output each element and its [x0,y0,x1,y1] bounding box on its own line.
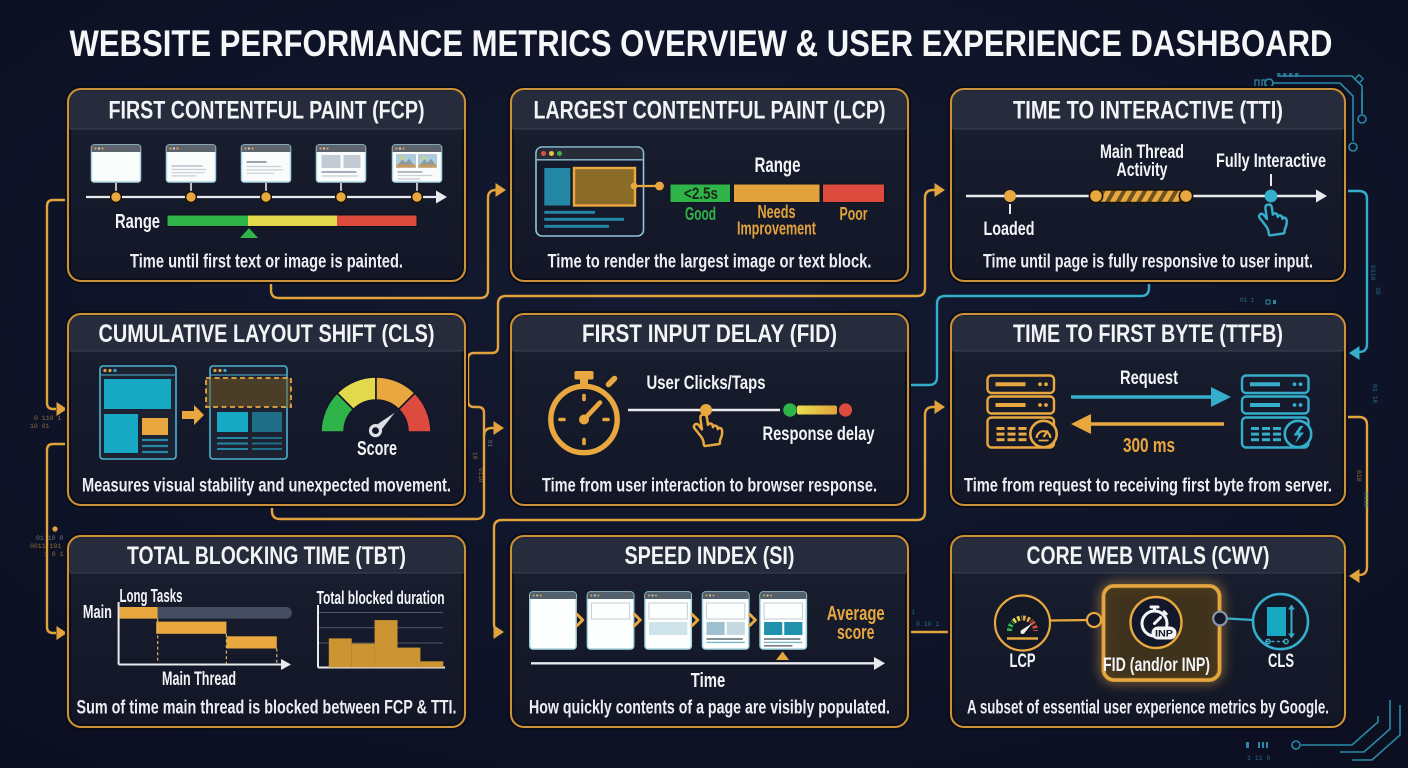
svg-text:TOTAL BLOCKING TIME (TBT): TOTAL BLOCKING TIME (TBT) [127,542,406,570]
svg-text:Good: Good [685,204,716,224]
svg-text:FID (and/or INP): FID (and/or INP) [1103,654,1210,676]
svg-text:SPEED INDEX (SI): SPEED INDEX (SI) [625,542,795,570]
svg-text:Improvement: Improvement [737,219,816,239]
svg-text:0 10 1: 0 10 1 [916,621,940,628]
svg-text:Time until page is fully respo: Time until page is fully responsive to u… [983,251,1313,273]
svg-text:FIRST INPUT DELAY (FID): FIRST INPUT DELAY (FID) [582,320,837,348]
svg-text:300 ms: 300 ms [1123,434,1175,457]
svg-text:Fully Interactive: Fully Interactive [1216,150,1326,172]
svg-text:User Clicks/Taps: User Clicks/Taps [647,372,766,394]
svg-text:<2.5s: <2.5s [684,184,718,203]
svg-text:Average: Average [827,602,885,625]
svg-text:Total blocked duration: Total blocked duration [317,587,445,608]
svg-text:10: 10 [471,452,478,460]
svg-text:1 0 1: 1 0 1 [44,551,64,558]
svg-text:INP: INP [1155,629,1174,640]
svg-text:CLS: CLS [1268,650,1294,672]
svg-text:Time from request to receiving: Time from request to receiving first byt… [964,475,1332,497]
svg-text:0110: 0110 [477,468,484,483]
svg-text:CORE WEB VITALS (CWV): CORE WEB VITALS (CWV) [1027,542,1270,570]
svg-text:Poor: Poor [840,204,868,224]
svg-text:Time to render the largest ima: Time to render the largest image or text… [548,251,872,273]
svg-text:TIME TO FIRST BYTE (TTFB): TIME TO FIRST BYTE (TTFB) [1013,320,1283,348]
svg-text:1 11 0: 1 11 0 [1247,755,1271,762]
svg-text:Main: Main [83,601,112,622]
svg-text:01: 01 [486,440,493,448]
svg-text:score: score [837,621,875,644]
svg-text:01 1: 01 1 [1240,297,1255,304]
svg-text:Main Thread: Main Thread [1100,141,1184,163]
svg-text:Long Tasks: Long Tasks [120,585,183,606]
svg-text:Time: Time [691,669,726,692]
svg-text:10 01: 10 01 [30,423,50,430]
svg-text:Time until first text or image: Time until first text or image is painte… [130,251,403,273]
svg-text:How quickly contents of a page: How quickly contents of a page are visib… [529,697,890,719]
svg-text:FIRST CONTENTFUL PAINT (FCP): FIRST CONTENTFUL PAINT (FCP) [109,97,425,125]
svg-text:Needs: Needs [758,202,796,222]
svg-text:Measures visual stability and: Measures visual stability and unexpected… [82,475,451,497]
svg-text:Loaded: Loaded [984,218,1035,240]
svg-text:0 110 1: 0 110 1 [34,415,61,422]
svg-text:0110: 0110 [1369,265,1376,281]
svg-text:A subset of essential user exp: A subset of essential user experience me… [967,697,1329,719]
svg-text:Request: Request [1120,367,1178,389]
svg-text:LARGEST CONTENTFUL PAINT (LCP): LARGEST CONTENTFUL PAINT (LCP) [534,97,886,125]
svg-text:Main Thread: Main Thread [162,668,236,690]
svg-text:Range: Range [115,210,160,233]
svg-text:01 10 0: 01 10 0 [36,535,63,542]
svg-text:Sum of time main thread is blo: Sum of time main thread is blocked betwe… [77,697,457,719]
svg-text:Activity: Activity [1117,159,1168,181]
svg-text:0011 101: 0011 101 [30,543,61,550]
svg-text:TIME TO INTERACTIVE (TTI): TIME TO INTERACTIVE (TTI) [1013,97,1283,125]
svg-text:10: 10 [1374,287,1381,295]
svg-text:01 10: 01 10 [1371,384,1378,404]
svg-text:0110: 0110 [1362,492,1369,508]
svg-text:010: 010 [1355,470,1362,482]
svg-text:WEBSITE PERFORMANCE METRICS OV: WEBSITE PERFORMANCE METRICS OVERVIEW & U… [70,23,1333,64]
svg-text:CUMULATIVE LAYOUT SHIFT (CLS): CUMULATIVE LAYOUT SHIFT (CLS) [99,320,435,348]
svg-text:LCP: LCP [1010,650,1036,672]
svg-text:Response delay: Response delay [763,423,875,445]
svg-text:Range: Range [755,154,801,177]
svg-text:Time from user interaction to: Time from user interaction to browser re… [542,475,877,497]
svg-text:Score: Score [357,437,397,460]
